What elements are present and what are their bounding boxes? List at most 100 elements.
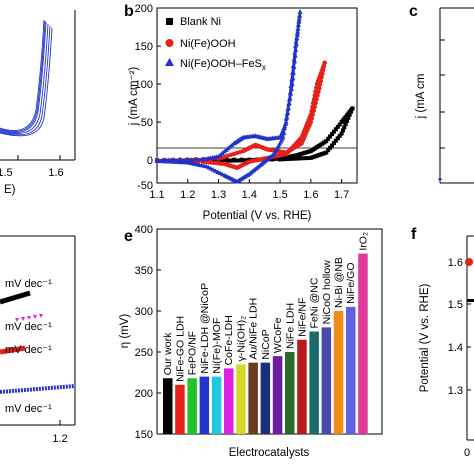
data-point: [274, 156, 279, 161]
data-point: [346, 115, 351, 120]
tafel-label: mV dec⁻¹: [5, 403, 52, 415]
panel-b-y-tick-label: 200: [135, 3, 153, 15]
panel-f: f 1.6 1.5 1.4 1.3 0 Potential (V vs. RHE…: [411, 226, 474, 459]
data-point: [337, 122, 342, 127]
panel-d-x-tick: 1.2: [52, 433, 67, 445]
panel-b-x-tick-label: 1.2: [180, 189, 195, 201]
data-point: [289, 76, 295, 82]
data-point: [309, 108, 314, 113]
panel-b-x-label: Potential (V vs. RHE): [203, 210, 312, 222]
data-point: [313, 89, 318, 94]
data-point: [228, 158, 233, 163]
data-point: [291, 56, 297, 62]
panel-b-x-tick-label: 1.4: [242, 189, 257, 201]
data-point: [288, 83, 294, 88]
data-point: [310, 100, 316, 106]
data-point: [154, 158, 160, 163]
data-point: [328, 134, 333, 139]
panel-c-letter: c: [409, 3, 418, 20]
panel-f-x-tick: 0: [464, 447, 470, 459]
data-point: [282, 125, 288, 130]
panel-b-y-ticks: -50 0 50 100 150 200: [135, 3, 161, 192]
data-point: [292, 53, 298, 58]
panel-b-x-tick-label: 1.5: [272, 189, 287, 201]
data-point: [297, 13, 302, 19]
panel-b-y-tick-label: -50: [137, 180, 153, 192]
data-point: [290, 63, 296, 69]
legend-label-nifeooh-fesx-sub: x: [262, 63, 266, 72]
data-point: [294, 30, 300, 36]
data-point: [173, 159, 179, 164]
bar-category-label: NiCoP: [260, 329, 272, 359]
data-point: [314, 85, 319, 91]
bar-category-label: CoFe-LDH: [223, 315, 235, 365]
panel-b-frame: [156, 7, 358, 184]
data-point: [297, 9, 303, 14]
bar: [272, 356, 283, 434]
data-point: [166, 159, 171, 164]
panel-b-y-tick-label: 100: [135, 79, 153, 91]
panel-b-y-tick-label: 150: [135, 41, 153, 53]
bar: [297, 339, 307, 434]
bar: [224, 368, 234, 434]
data-point: [278, 156, 283, 161]
data-point: [324, 150, 329, 155]
panel-b-y-label: j (mA cm⁻²): [128, 67, 140, 127]
panel-e-y-tick-label: 300: [135, 306, 153, 318]
data-point: [285, 106, 291, 111]
data-point: [194, 157, 200, 162]
bar: [211, 376, 222, 434]
tafel-line-red: [0, 345, 26, 355]
panel-f-y-tick: 1.6: [448, 257, 463, 269]
panel-f-letter: f: [411, 226, 417, 243]
data-point: [217, 170, 223, 176]
data-point: [293, 43, 298, 49]
panel-a-curves: [0, 19, 53, 137]
bar-category-label: NiFe-GO LDH: [174, 316, 186, 382]
data-point: [181, 159, 187, 165]
data-point: [339, 120, 344, 125]
data-point: [222, 172, 228, 178]
data-point: [292, 50, 298, 55]
data-point: [289, 70, 295, 75]
data-point: [335, 124, 340, 129]
data-point: [287, 90, 293, 95]
bar-category-label: Our work: [162, 332, 174, 375]
panel-e-bars: Our work NiFe-GO LDH FePO/NF NiFe-LDH @NiCo…: [162, 232, 369, 434]
panel-a: 1.5 1.6 E): [0, 10, 76, 196]
data-point: [215, 169, 221, 174]
data-point: [235, 158, 240, 163]
data-point: [331, 129, 336, 134]
bar-category-label: NiCoO hollow: [321, 260, 333, 325]
tafel-line-black: [0, 290, 31, 305]
tafel-points-magenta: [15, 314, 43, 322]
data-point: [213, 168, 218, 173]
bar: [321, 327, 332, 434]
bar-category-label: Au/NiFe LDH: [248, 298, 260, 360]
data-point: [286, 101, 291, 107]
panel-f-y-tick: 1.5: [448, 299, 463, 311]
tafel-label: mV dec⁻¹: [5, 321, 52, 333]
data-point: [305, 156, 309, 161]
legend-marker-nifeooh: [165, 39, 174, 47]
panel-c: c j (mA cm: [409, 3, 474, 184]
data-point: [283, 115, 289, 121]
bar-category-label: NiFe LDH: [284, 303, 296, 349]
data-point: [216, 158, 221, 163]
panel-b-y-tick-label: 0: [147, 155, 153, 167]
panel-e-y-tick-label: 400: [135, 224, 153, 236]
panel-e-y-label: η (mV): [119, 314, 131, 349]
tafel-line-blue: [0, 384, 76, 394]
data-point: [162, 158, 168, 164]
panel-c-y-label-fragment: j (mA cm: [415, 74, 427, 120]
panel-e: e 150 200 250 300 350 400 Our work NiFe-GO LDH…: [119, 224, 383, 459]
data-point: [231, 158, 236, 163]
data-point: [335, 136, 340, 141]
data-point: [301, 156, 306, 161]
data-point: [310, 104, 315, 110]
panel-b-x-tick-label: 1.6: [303, 189, 318, 201]
bar: [260, 362, 271, 434]
legend-label-blank-ni: Blank Ni: [180, 16, 221, 28]
data-point: [289, 156, 294, 161]
